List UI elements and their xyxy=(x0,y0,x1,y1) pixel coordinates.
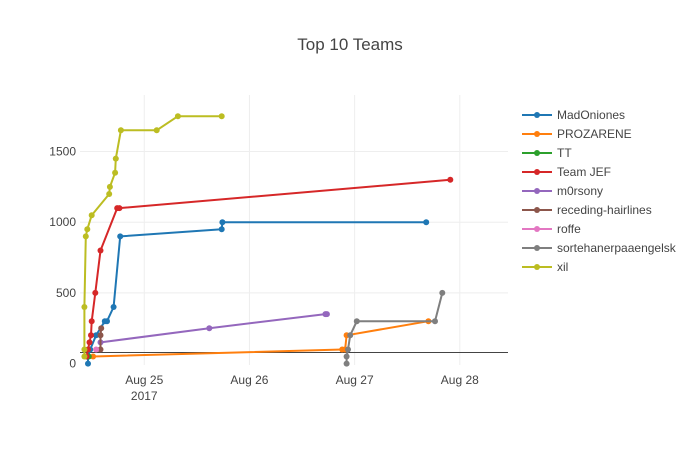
legend-label: roffe xyxy=(557,222,581,236)
data-point[interactable] xyxy=(81,346,88,353)
legend-swatch-marker xyxy=(534,226,540,232)
legend-item-madoniones[interactable]: MadOniones xyxy=(522,108,625,122)
data-point[interactable] xyxy=(97,332,104,339)
legend-label: TT xyxy=(557,146,572,160)
legend-item-m0rsony[interactable]: m0rsony xyxy=(522,184,603,198)
series-xil xyxy=(81,113,225,360)
data-point[interactable] xyxy=(423,219,430,226)
legend-swatch-marker xyxy=(534,150,540,156)
legend-label: sortehanerpaaengelsk xyxy=(557,241,677,255)
data-point[interactable] xyxy=(323,311,330,318)
y-axis-ticks: 0 500 1000 1500 xyxy=(49,145,76,371)
data-point[interactable] xyxy=(104,318,110,325)
y-tick-label: 1500 xyxy=(49,145,76,159)
data-point[interactable] xyxy=(439,289,446,296)
data-point[interactable] xyxy=(88,212,95,219)
x-axis-ticks: Aug 25 2017 Aug 26 Aug 27 Aug 28 xyxy=(125,373,479,403)
y-tick-label: 1000 xyxy=(49,215,76,229)
data-point[interactable] xyxy=(93,332,100,339)
legend-swatch-marker xyxy=(534,264,540,270)
data-point[interactable] xyxy=(81,353,88,360)
data-point[interactable] xyxy=(347,332,354,339)
legend-label: m0rsony xyxy=(557,184,603,198)
data-point[interactable] xyxy=(98,325,105,332)
grid xyxy=(80,95,508,365)
series-line-team-jef xyxy=(85,178,451,357)
legend-item-receding-hairlines[interactable]: receding-hairlines xyxy=(522,203,652,217)
data-point[interactable] xyxy=(174,113,181,120)
data-point[interactable] xyxy=(97,346,104,353)
legend-swatch-marker xyxy=(534,207,540,213)
data-point[interactable] xyxy=(93,346,100,353)
legend-swatch-marker xyxy=(534,245,540,251)
legend-swatch-marker xyxy=(534,112,540,118)
data-point[interactable] xyxy=(85,360,91,367)
series-line-receding-hairlines xyxy=(99,328,103,350)
legend-item-xil[interactable]: xil xyxy=(522,260,568,274)
series-line-prozarene xyxy=(93,320,429,358)
data-point[interactable] xyxy=(219,219,226,226)
data-point[interactable] xyxy=(117,127,124,134)
series-line-xil xyxy=(83,115,222,357)
data-point[interactable] xyxy=(92,289,99,296)
series-team-jef xyxy=(83,176,454,360)
data-point[interactable] xyxy=(86,339,93,346)
series-lines xyxy=(81,113,454,367)
legend-item-roffe[interactable]: roffe xyxy=(522,222,581,236)
series-receding-hairlines xyxy=(97,325,105,353)
data-point[interactable] xyxy=(97,247,104,254)
data-point[interactable] xyxy=(90,353,97,360)
data-point[interactable] xyxy=(153,127,160,134)
data-point[interactable] xyxy=(106,191,113,197)
data-point[interactable] xyxy=(206,325,213,332)
legend[interactable]: MadOniones PROZARENE TT Team JEF m0rsony rece… xyxy=(522,108,677,274)
x-tick-label: Aug 26 xyxy=(230,373,268,387)
legend-item-team-jef[interactable]: Team JEF xyxy=(522,165,611,179)
x-tick-label: Aug 28 xyxy=(441,373,479,387)
y-tick-label: 0 xyxy=(69,357,76,371)
x-tick-label: Aug 27 xyxy=(336,373,374,387)
legend-swatch-marker xyxy=(534,169,540,175)
legend-swatch-marker xyxy=(534,188,540,194)
x-tick-label: Aug 25 xyxy=(125,373,163,387)
data-point[interactable] xyxy=(82,233,89,240)
series-line-m0rsony xyxy=(100,313,327,344)
legend-label: PROZARENE xyxy=(557,127,632,141)
data-point[interactable] xyxy=(117,233,124,240)
y-tick-label: 500 xyxy=(56,286,76,300)
legend-item-tt[interactable]: TT xyxy=(522,146,572,160)
data-point[interactable] xyxy=(345,346,351,353)
legend-item-prozarene[interactable]: PROZARENE xyxy=(522,127,632,141)
data-point[interactable] xyxy=(218,226,225,233)
series-m0rsony xyxy=(97,311,330,346)
data-point[interactable] xyxy=(112,169,119,176)
data-point[interactable] xyxy=(447,176,454,183)
data-point[interactable] xyxy=(88,318,95,325)
data-point[interactable] xyxy=(110,304,117,310)
data-point[interactable] xyxy=(353,318,360,325)
data-point[interactable] xyxy=(432,318,438,325)
data-point[interactable] xyxy=(116,205,123,212)
data-point[interactable] xyxy=(106,183,113,190)
series-roffe xyxy=(93,346,100,353)
legend-label: Team JEF xyxy=(557,165,611,179)
chart-title: Top 10 Teams xyxy=(297,35,403,54)
series-sortehanerpaaengelsk xyxy=(343,289,446,367)
data-point[interactable] xyxy=(343,353,350,360)
series-prozarene xyxy=(90,318,432,360)
legend-item-sortehanerpaaengelsk[interactable]: sortehanerpaaengelsk xyxy=(522,241,677,255)
x-tick-sublabel: 2017 xyxy=(131,389,158,403)
legend-label: xil xyxy=(557,260,568,274)
data-point[interactable] xyxy=(343,360,350,367)
legend-swatch-marker xyxy=(534,131,540,137)
data-point[interactable] xyxy=(112,155,119,162)
data-point[interactable] xyxy=(88,332,94,339)
data-point[interactable] xyxy=(84,226,91,233)
legend-label: MadOniones xyxy=(557,108,625,122)
data-point[interactable] xyxy=(81,304,88,310)
legend-label: receding-hairlines xyxy=(557,203,652,217)
data-point[interactable] xyxy=(218,113,225,120)
